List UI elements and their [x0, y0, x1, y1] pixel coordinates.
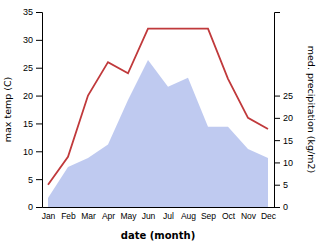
x-tick-label: Jun	[142, 211, 156, 221]
y-tick-label: 20	[23, 91, 33, 101]
x-tick-label: May	[120, 211, 137, 221]
y-tick-mark	[36, 179, 42, 180]
y-tick-label: 10	[23, 147, 33, 157]
y-tick-mark	[36, 207, 42, 208]
x-tick-label: Apr	[102, 211, 115, 221]
y-axis-title: max temp (C)	[2, 77, 13, 143]
y2-tick: 0	[274, 202, 288, 212]
x-tick: Mar	[81, 207, 96, 221]
y-axis-line	[36, 13, 43, 208]
x-axis-title: date (month)	[121, 230, 195, 241]
y-tick: 35	[23, 7, 42, 17]
x-axis: Jan Feb Mar Apr May Jun Jul Aug Sep Oct Nov Dec	[42, 207, 277, 221]
y2-tick-label: 0	[283, 202, 288, 212]
chart: Jan Feb Mar Apr May Jun Jul Aug Sep Oct Nov Dec 0 5 10…	[0, 0, 318, 247]
x-tick-label: Mar	[81, 211, 96, 221]
x-tick: Apr	[102, 207, 115, 221]
y2-tick: 10	[274, 158, 293, 168]
y-tick: 30	[23, 35, 42, 45]
x-axis-line	[43, 207, 275, 208]
x-tick: Jul	[163, 207, 174, 221]
x-tick: Dec	[261, 207, 277, 221]
y-tick-label: 30	[23, 35, 33, 45]
y2-tick-mark	[274, 140, 280, 141]
y-tick-label: 15	[23, 119, 33, 129]
x-tick-label: Jul	[163, 211, 174, 221]
y2-axis-line	[275, 13, 281, 208]
x-tick: Aug	[181, 207, 196, 221]
y2-axis-title: med. precipitation (kg/m2)	[306, 46, 317, 173]
x-tick-label: Nov	[241, 211, 257, 221]
x-tick: Oct	[222, 207, 236, 221]
x-tick: Jun	[142, 207, 156, 221]
y-tick-label: 0	[28, 202, 33, 212]
y2-tick: 25	[274, 91, 293, 101]
temperature-line	[48, 29, 268, 185]
marks	[48, 29, 268, 207]
x-tick: May	[120, 207, 137, 221]
x-tick: Jan	[42, 207, 56, 221]
y2-tick-label: 25	[283, 91, 293, 101]
y2-tick-mark	[274, 96, 280, 97]
x-tick-label: Feb	[61, 211, 76, 221]
y2-tick-label: 5	[283, 180, 288, 190]
y2-tick-mark	[274, 162, 280, 163]
x-tick: Feb	[61, 207, 76, 221]
y2-tick: 15	[274, 136, 293, 146]
x-tick-label: Sep	[201, 211, 216, 221]
y2-tick-label: 10	[283, 158, 293, 168]
x-tick-label: Jan	[42, 211, 56, 221]
y-tick: 10	[23, 147, 42, 157]
y-tick-label: 5	[28, 175, 33, 185]
y2-tick-mark	[274, 207, 280, 208]
x-tick-label: Dec	[261, 211, 277, 221]
y-tick-mark	[36, 12, 42, 13]
y-tick: 25	[23, 63, 42, 73]
x-tick: Nov	[241, 207, 257, 221]
y2-tick: 20	[274, 113, 293, 123]
y-tick-mark	[36, 96, 42, 97]
y-tick: 20	[23, 91, 42, 101]
precipitation-area	[48, 60, 268, 207]
x-tick-label: Aug	[181, 211, 196, 221]
y-axis: 0 5 10 15 20 25 30 35	[23, 7, 43, 212]
y-tick-mark	[36, 68, 42, 69]
y2-tick-label: 20	[283, 113, 293, 123]
y-tick-label: 25	[23, 63, 33, 73]
y-tick: 15	[23, 119, 42, 129]
y2-tick-mark	[274, 185, 280, 186]
y-tick: 0	[28, 202, 42, 212]
x-tick-label: Oct	[222, 211, 236, 221]
plot-area: Jan Feb Mar Apr May Jun Jul Aug Sep Oct Nov Dec 0 5 10…	[23, 7, 293, 221]
y2-tick-mark	[274, 118, 280, 119]
y2-axis: 0 5 10 15 20 25	[274, 13, 293, 213]
y-tick: 5	[28, 175, 42, 185]
y2-tick: 5	[274, 180, 288, 190]
y-tick-label: 35	[23, 7, 33, 17]
y-tick-mark	[36, 123, 42, 124]
y-tick-mark	[36, 40, 42, 41]
y-tick-mark	[36, 151, 42, 152]
y2-tick-label: 15	[283, 136, 293, 146]
x-tick: Sep	[201, 207, 216, 221]
